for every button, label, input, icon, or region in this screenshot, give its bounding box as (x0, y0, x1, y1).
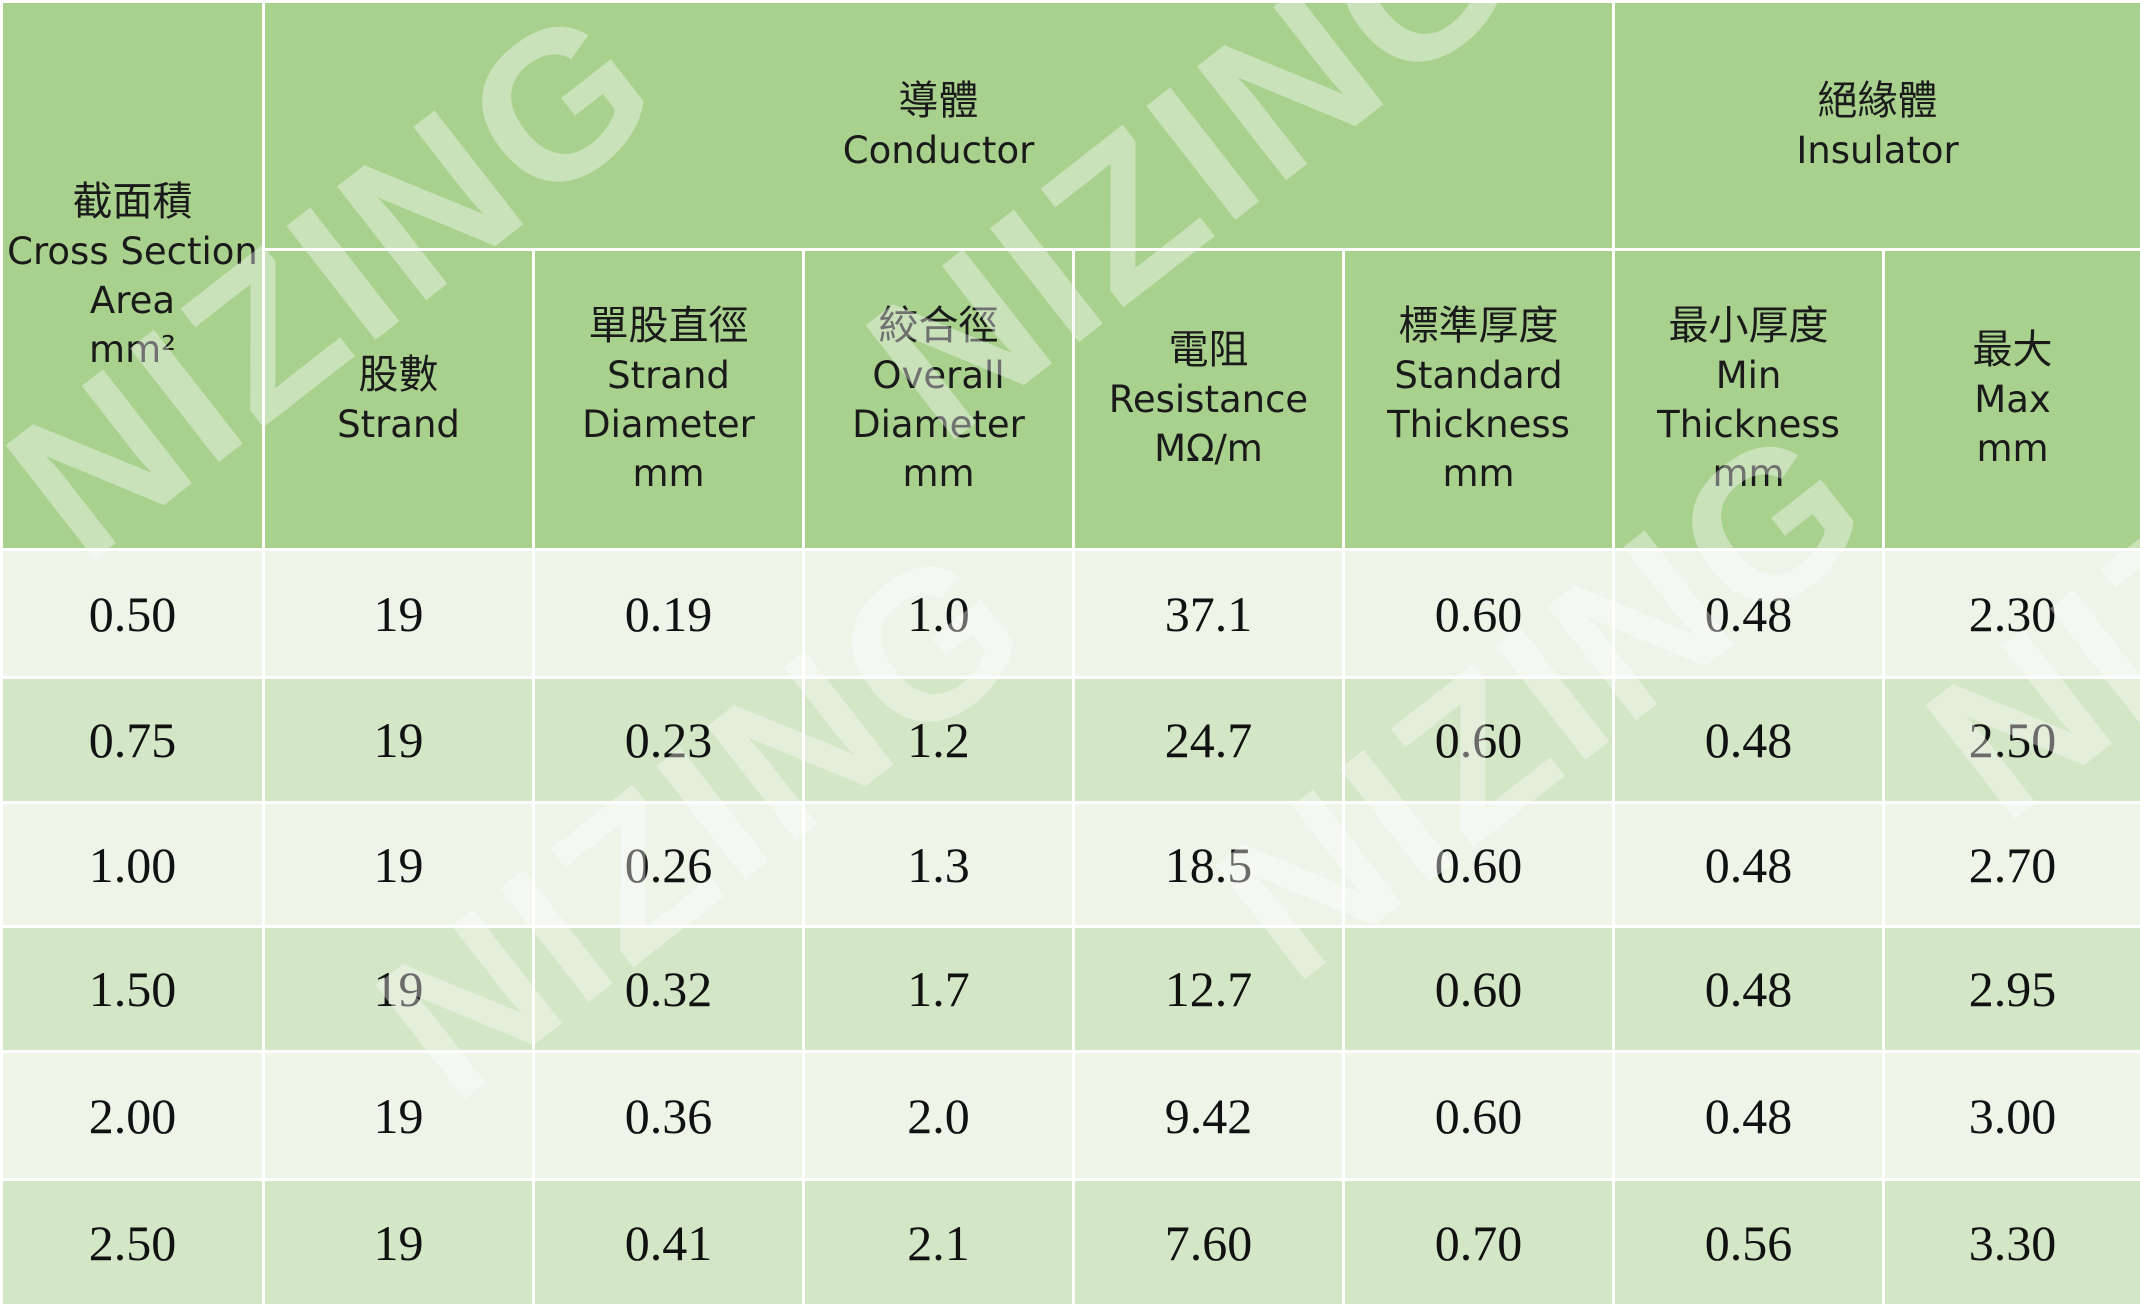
cell-strand: 19 (264, 550, 534, 678)
header-conductor-en: Conductor (265, 126, 1612, 175)
cell-resistance: 24.7 (1074, 678, 1344, 803)
header-overall-diameter-en2: Diameter (805, 400, 1072, 449)
header-strand-diameter-en1: Strand (535, 351, 802, 400)
cell-area: 2.50 (2, 1180, 264, 1306)
cell-strand-diameter: 0.32 (534, 927, 804, 1052)
cell-overall-diameter: 1.7 (804, 927, 1074, 1052)
cell-standard-thickness: 0.60 (1344, 550, 1614, 678)
table-header: 截面積 Cross Section Area mm² 導體 Conductor … (2, 2, 2140, 550)
header-max-unit: mm (1885, 424, 2140, 473)
cell-area: 2.00 (2, 1052, 264, 1180)
cell-strand: 19 (264, 803, 534, 927)
header-overall-diameter-unit: mm (805, 449, 1072, 498)
cell-overall-diameter: 1.2 (804, 678, 1074, 803)
cell-strand-diameter: 0.36 (534, 1052, 804, 1180)
cell-strand: 19 (264, 927, 534, 1052)
header-resistance-unit: MΩ/m (1075, 424, 1342, 473)
cell-resistance: 37.1 (1074, 550, 1344, 678)
cell-min-thickness: 0.48 (1614, 803, 1884, 927)
cell-outer-max: 2.50 (1884, 678, 2140, 803)
header-insulator: 絕緣體 Insulator (1614, 2, 2140, 250)
header-min-thickness-en1: Min (1615, 351, 1882, 400)
cell-overall-diameter: 1.0 (804, 550, 1074, 678)
header-area: 截面積 Cross Section Area mm² (2, 2, 264, 550)
header-min-thickness-unit: mm (1615, 449, 1882, 498)
cell-strand-diameter: 0.41 (534, 1180, 804, 1306)
cell-min-thickness: 0.48 (1614, 550, 1884, 678)
cell-min-thickness: 0.56 (1614, 1180, 1884, 1306)
header-resistance: 電阻 Resistance MΩ/m (1074, 250, 1344, 550)
cell-area: 0.75 (2, 678, 264, 803)
header-strand-diameter-unit: mm (535, 449, 802, 498)
cell-strand: 19 (264, 1052, 534, 1180)
header-standard-thickness-zh: 標準厚度 (1345, 302, 1612, 351)
header-resistance-en: Resistance (1075, 375, 1342, 424)
cell-strand-diameter: 0.26 (534, 803, 804, 927)
cell-resistance: 7.60 (1074, 1180, 1344, 1306)
header-strand-diameter-en2: Diameter (535, 400, 802, 449)
cell-outer-max: 3.00 (1884, 1052, 2140, 1180)
header-overall-diameter-zh: 絞合徑 (805, 302, 1072, 351)
header-strand: 股數 Strand (264, 250, 534, 550)
cell-min-thickness: 0.48 (1614, 927, 1884, 1052)
cell-standard-thickness: 0.60 (1344, 678, 1614, 803)
header-insulator-zh: 絕緣體 (1615, 77, 2140, 126)
cell-strand: 19 (264, 678, 534, 803)
cell-area: 0.50 (2, 550, 264, 678)
header-overall-diameter-en1: Overall (805, 351, 1072, 400)
header-strand-diameter-zh: 單股直徑 (535, 302, 802, 351)
cell-resistance: 12.7 (1074, 927, 1344, 1052)
cell-outer-max: 2.70 (1884, 803, 2140, 927)
cell-standard-thickness: 0.70 (1344, 1180, 1614, 1306)
header-area-zh: 截面積 (3, 178, 262, 227)
cell-overall-diameter: 2.0 (804, 1052, 1074, 1180)
header-area-en: Cross Section Area (3, 227, 262, 325)
cell-outer-max: 2.95 (1884, 927, 2140, 1052)
header-strand-diameter: 單股直徑 Strand Diameter mm (534, 250, 804, 550)
header-max: 最大 Max mm (1884, 250, 2140, 550)
cell-outer-max: 2.30 (1884, 550, 2140, 678)
header-strand-en: Strand (265, 400, 532, 449)
cell-resistance: 18.5 (1074, 803, 1344, 927)
cell-standard-thickness: 0.60 (1344, 1052, 1614, 1180)
cell-strand: 19 (264, 1180, 534, 1306)
header-max-en: Max (1885, 375, 2140, 424)
cell-strand-diameter: 0.19 (534, 550, 804, 678)
header-min-thickness-en2: Thickness (1615, 400, 1882, 449)
header-min-thickness-zh: 最小厚度 (1615, 302, 1882, 351)
header-standard-thickness-en1: Standard (1345, 351, 1612, 400)
cell-standard-thickness: 0.60 (1344, 803, 1614, 927)
header-strand-zh: 股數 (265, 351, 532, 400)
cell-min-thickness: 0.48 (1614, 1052, 1884, 1180)
cell-standard-thickness: 0.60 (1344, 927, 1614, 1052)
header-standard-thickness-en2: Thickness (1345, 400, 1612, 449)
header-resistance-zh: 電阻 (1075, 326, 1342, 375)
cell-area: 1.50 (2, 927, 264, 1052)
header-overall-diameter: 絞合徑 Overall Diameter mm (804, 250, 1074, 550)
header-conductor: 導體 Conductor (264, 2, 1614, 250)
header-area-unit: mm² (3, 325, 262, 374)
cell-resistance: 9.42 (1074, 1052, 1344, 1180)
header-standard-thickness: 標準厚度 Standard Thickness mm (1344, 250, 1614, 550)
cell-overall-diameter: 2.1 (804, 1180, 1074, 1306)
cell-area: 1.00 (2, 803, 264, 927)
cell-strand-diameter: 0.23 (534, 678, 804, 803)
header-min-thickness: 最小厚度 Min Thickness mm (1614, 250, 1884, 550)
header-insulator-en: Insulator (1615, 126, 2140, 175)
header-conductor-zh: 導體 (265, 77, 1612, 126)
cell-outer-max: 3.30 (1884, 1180, 2140, 1306)
cell-overall-diameter: 1.3 (804, 803, 1074, 927)
header-max-zh: 最大 (1885, 326, 2140, 375)
cell-min-thickness: 0.48 (1614, 678, 1884, 803)
header-standard-thickness-unit: mm (1345, 449, 1612, 498)
